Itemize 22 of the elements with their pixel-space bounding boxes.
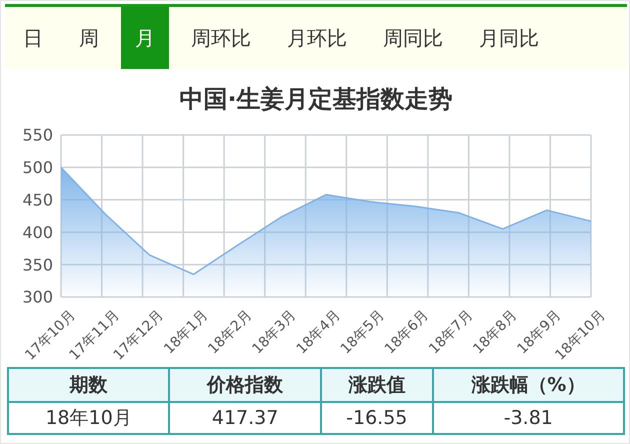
text: 价格指数 [169, 368, 321, 402]
text: -3.81 [432, 402, 624, 434]
y-tick-label: 400 [22, 222, 53, 242]
text: 周同比 [382, 24, 444, 52]
y-tick-label: 450 [22, 190, 53, 210]
text: 月同比 [478, 24, 540, 52]
y-tick-label: 350 [22, 255, 53, 274]
text: 月 [121, 7, 169, 69]
y-tick-label: 500 [22, 158, 53, 178]
text: 涨跌幅（%） [432, 368, 624, 402]
text: 周环比 [190, 24, 252, 52]
chart-title: 中国·生姜月定基指数走势 [178, 84, 454, 115]
text: 涨跌值 [320, 368, 433, 402]
y-tick-label: 550 [22, 126, 53, 145]
text: 月环比 [286, 24, 348, 52]
text: 周 [78, 24, 100, 52]
text: 417.37 [169, 402, 321, 434]
text: 期数 [8, 368, 170, 402]
y-tick-label: 300 [22, 288, 53, 307]
text: 日 [22, 24, 44, 52]
text: -16.55 [320, 402, 433, 434]
text: 18年10月 [8, 402, 170, 434]
